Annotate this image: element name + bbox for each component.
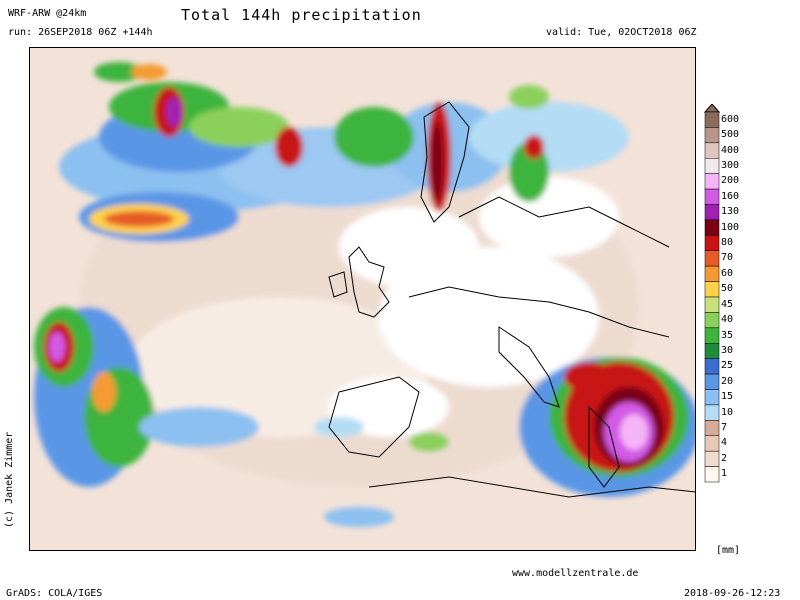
website-label: www.modellzentrale.de bbox=[512, 568, 639, 579]
timestamp-label: 2018-09-26-12:23 bbox=[684, 588, 781, 599]
colorbar-tick-label: 160 bbox=[721, 190, 740, 202]
colorbar-swatch bbox=[704, 404, 720, 421]
colorbar-swatch bbox=[704, 127, 720, 144]
continental-border bbox=[408, 286, 670, 338]
ireland-outline bbox=[328, 271, 348, 298]
colorbar-swatch bbox=[704, 435, 720, 452]
baltic-coast bbox=[458, 196, 670, 248]
colorbar-swatch bbox=[704, 111, 720, 128]
colorbar-tick-label: 25 bbox=[721, 360, 734, 372]
colorbar-swatch bbox=[704, 343, 720, 359]
colorbar-tick-label: 10 bbox=[721, 406, 734, 418]
precipitation-colorbar bbox=[703, 104, 721, 483]
scandinavia-outline bbox=[420, 101, 470, 223]
colorbar-swatch bbox=[704, 281, 720, 298]
colorbar-swatch bbox=[704, 158, 720, 174]
colorbar-swatch bbox=[704, 173, 720, 190]
model-label: WRF-ARW @24km bbox=[8, 8, 87, 19]
colorbar-swatch bbox=[704, 219, 720, 236]
colorbar-swatch bbox=[704, 142, 720, 159]
run-label: run: 26SEP2018 06Z +144h bbox=[8, 27, 153, 38]
colorbar-swatch bbox=[704, 188, 720, 205]
colorbar-tick-label: 4 bbox=[721, 437, 728, 449]
copyright-label: (c) Janek Zimmer bbox=[4, 431, 15, 528]
colorbar-swatch bbox=[704, 327, 720, 344]
colorbar-tick-label: 500 bbox=[721, 129, 740, 141]
colorbar-swatch bbox=[704, 250, 720, 267]
map-title: Total 144h precipitation bbox=[181, 6, 422, 24]
colorbar-tick-label: 15 bbox=[721, 391, 734, 403]
colorbar-tick-label: 400 bbox=[721, 144, 740, 156]
british-isles-outline bbox=[348, 246, 390, 318]
colorbar-tick-label: 600 bbox=[721, 113, 740, 125]
colorbar-swatch bbox=[704, 389, 720, 406]
colorbar-tick-label: 1 bbox=[721, 468, 728, 480]
colorbar-swatch bbox=[704, 466, 720, 483]
colorbar-tick-label: 50 bbox=[721, 283, 734, 295]
colorbar-swatch bbox=[704, 296, 720, 313]
north-africa-coast bbox=[368, 476, 696, 498]
colorbar-top-arrow bbox=[703, 104, 721, 113]
colorbar-tick-label: 100 bbox=[721, 221, 740, 233]
colorbar-swatch bbox=[704, 373, 720, 390]
grads-credit: GrADS: COLA/IGES bbox=[6, 588, 103, 599]
colorbar-tick-label: 45 bbox=[721, 298, 734, 310]
colorbar-tick-label: 300 bbox=[721, 159, 740, 171]
colorbar-tick-label: 7 bbox=[721, 422, 728, 434]
iberia-outline bbox=[328, 376, 420, 458]
italy-outline bbox=[498, 326, 560, 408]
colorbar-swatch bbox=[704, 450, 720, 467]
colorbar-tick-label: 70 bbox=[721, 252, 734, 264]
unit-label: [mm] bbox=[716, 545, 741, 556]
colorbar-tick-label: 40 bbox=[721, 314, 734, 326]
colorbar-swatch bbox=[704, 265, 720, 282]
colorbar-tick-label: 130 bbox=[721, 206, 740, 218]
colorbar-tick-label: 80 bbox=[721, 237, 734, 249]
colorbar-swatch bbox=[704, 358, 720, 375]
colorbar-tick-label: 30 bbox=[721, 344, 734, 356]
colorbar-tick-label: 60 bbox=[721, 267, 734, 279]
colorbar-swatch bbox=[704, 420, 720, 437]
colorbar-swatch bbox=[704, 204, 720, 221]
colorbar-tick-label: 2 bbox=[721, 452, 728, 464]
valid-label: valid: Tue, 02OCT2018 06Z bbox=[546, 27, 697, 38]
greece-outline bbox=[588, 405, 620, 488]
colorbar-swatch bbox=[704, 312, 720, 329]
colorbar-tick-label: 200 bbox=[721, 175, 740, 187]
precipitation-map bbox=[29, 47, 696, 551]
colorbar-tick-label: 35 bbox=[721, 329, 734, 341]
colorbar-swatch bbox=[704, 235, 720, 251]
colorbar-tick-label: 20 bbox=[721, 375, 734, 387]
